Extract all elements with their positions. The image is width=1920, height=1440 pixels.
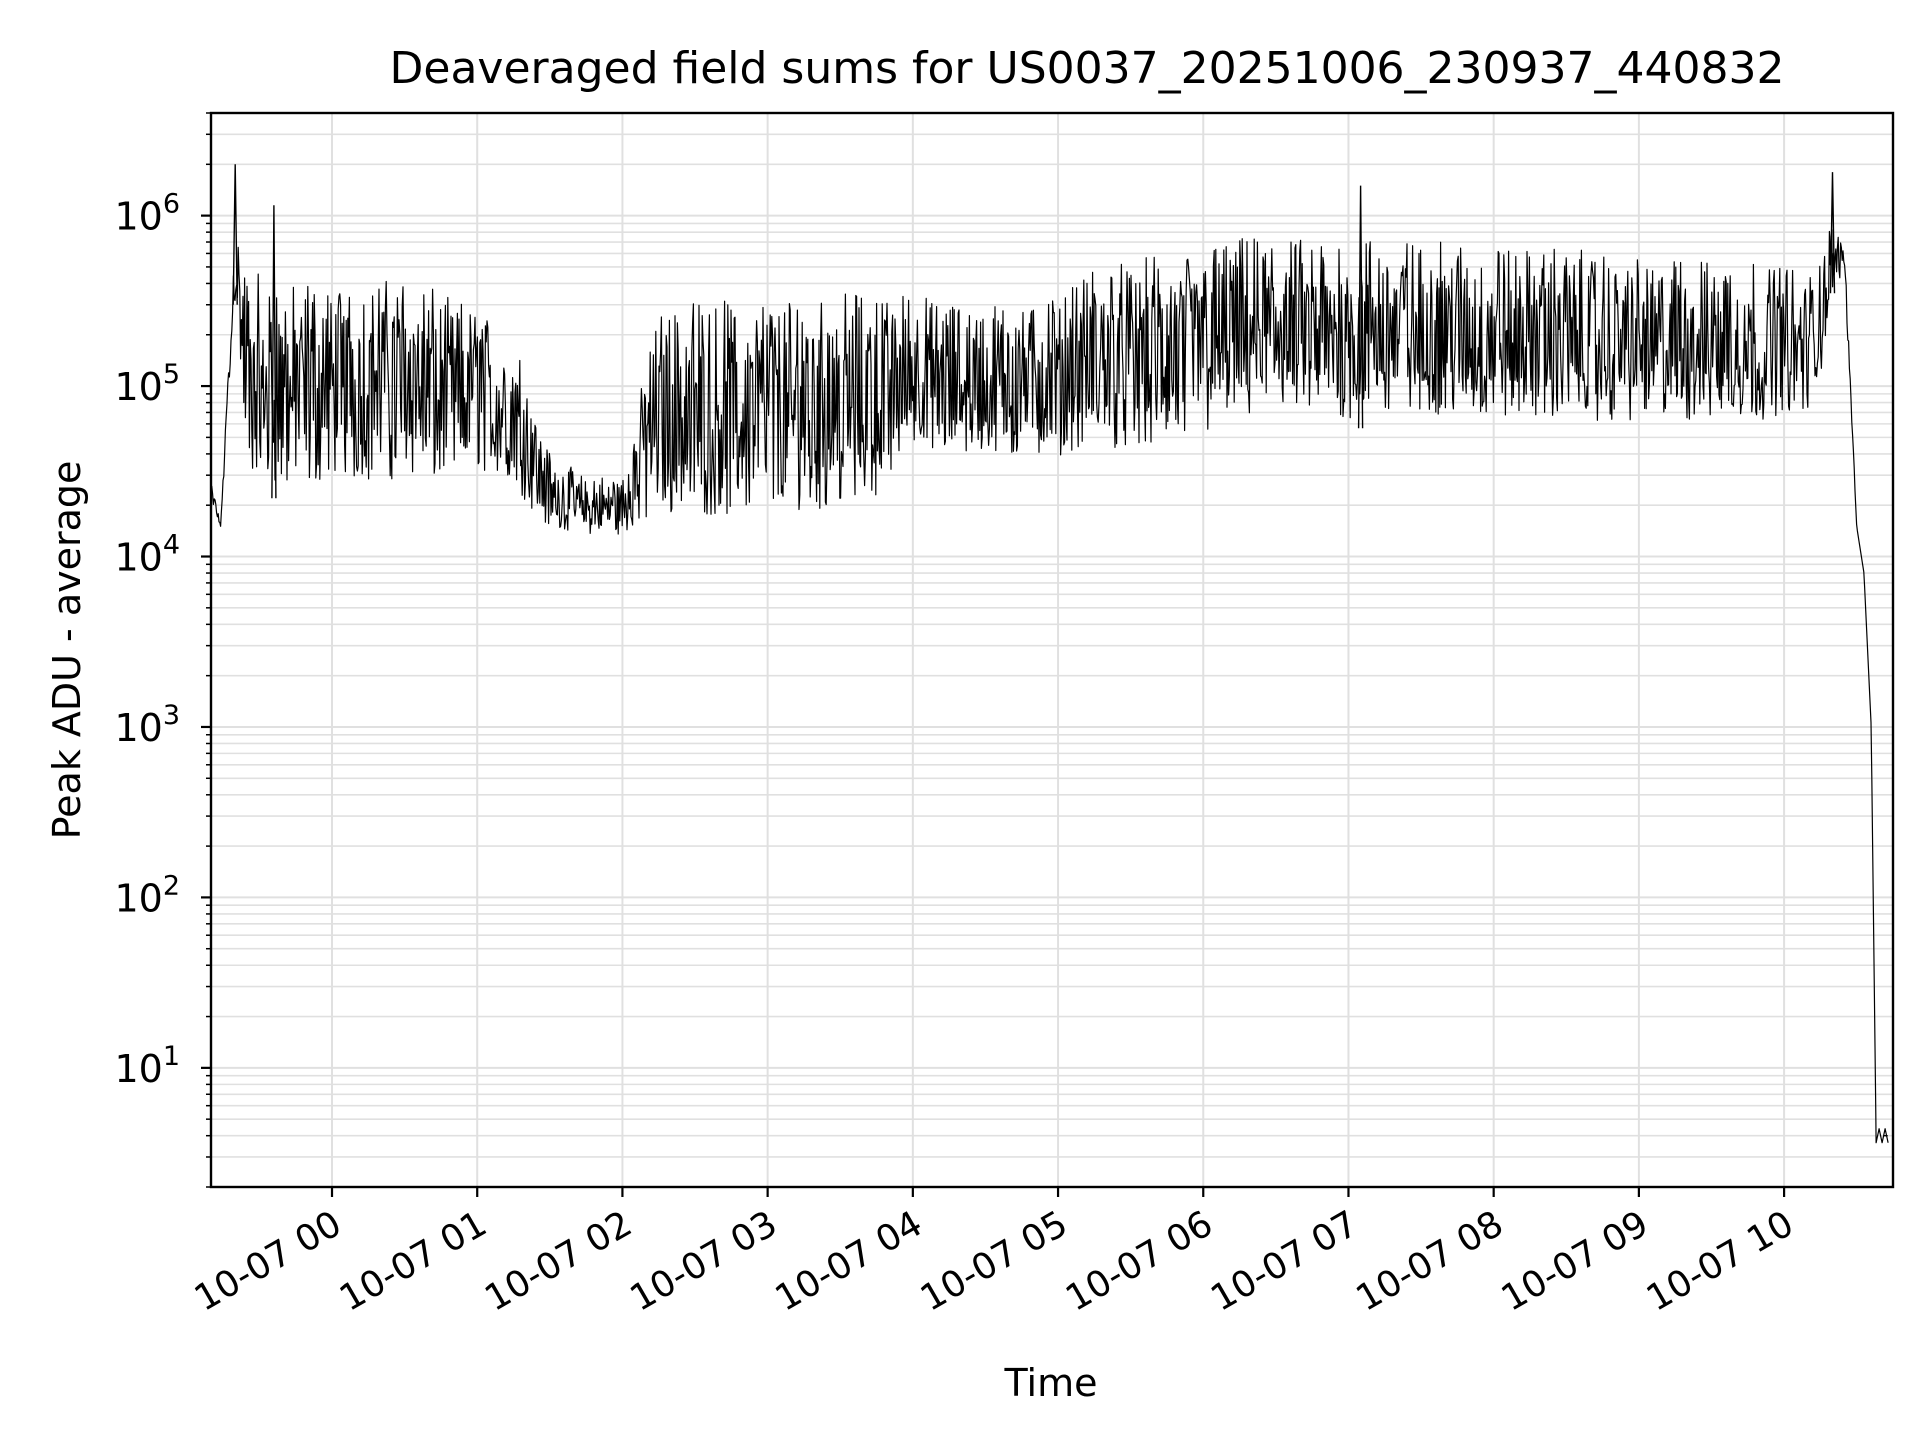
series-spike [1357,185,1364,429]
y-tick-exponent: 4 [163,530,180,561]
y-tick-label: 103 [114,700,180,750]
series-spike [232,164,238,305]
plot-frame [209,111,1895,1189]
y-tick-base: 10 [114,706,162,750]
y-tick-label: 101 [114,1041,180,1091]
y-tick-exponent: 5 [163,359,180,390]
chart-title: Deaveraged field sums for US0037_2025100… [390,43,1785,94]
y-tick-base: 10 [114,876,162,920]
x-axis-label: Time [1004,1361,1098,1405]
series-path [210,229,1889,1187]
y-tick-base: 10 [114,536,162,580]
y-tick-label: 106 [114,189,180,239]
y-tick-exponent: 1 [163,1041,180,1072]
series-spike [271,205,277,499]
y-tick-exponent: 3 [163,700,180,731]
y-tick-label: 105 [114,359,180,409]
y-tick-exponent: 6 [163,189,180,220]
series-line [210,164,1889,1187]
y-tick-label: 102 [114,870,180,920]
y-tick-label: 104 [114,530,180,580]
y-tick-base: 10 [114,365,162,409]
y-tick-exponent: 2 [163,870,180,901]
y-tick-base: 10 [114,1047,162,1091]
y-tick-base: 10 [114,195,162,239]
y-axis-label: Peak ADU - average [45,461,89,840]
series-spike [1829,172,1836,294]
